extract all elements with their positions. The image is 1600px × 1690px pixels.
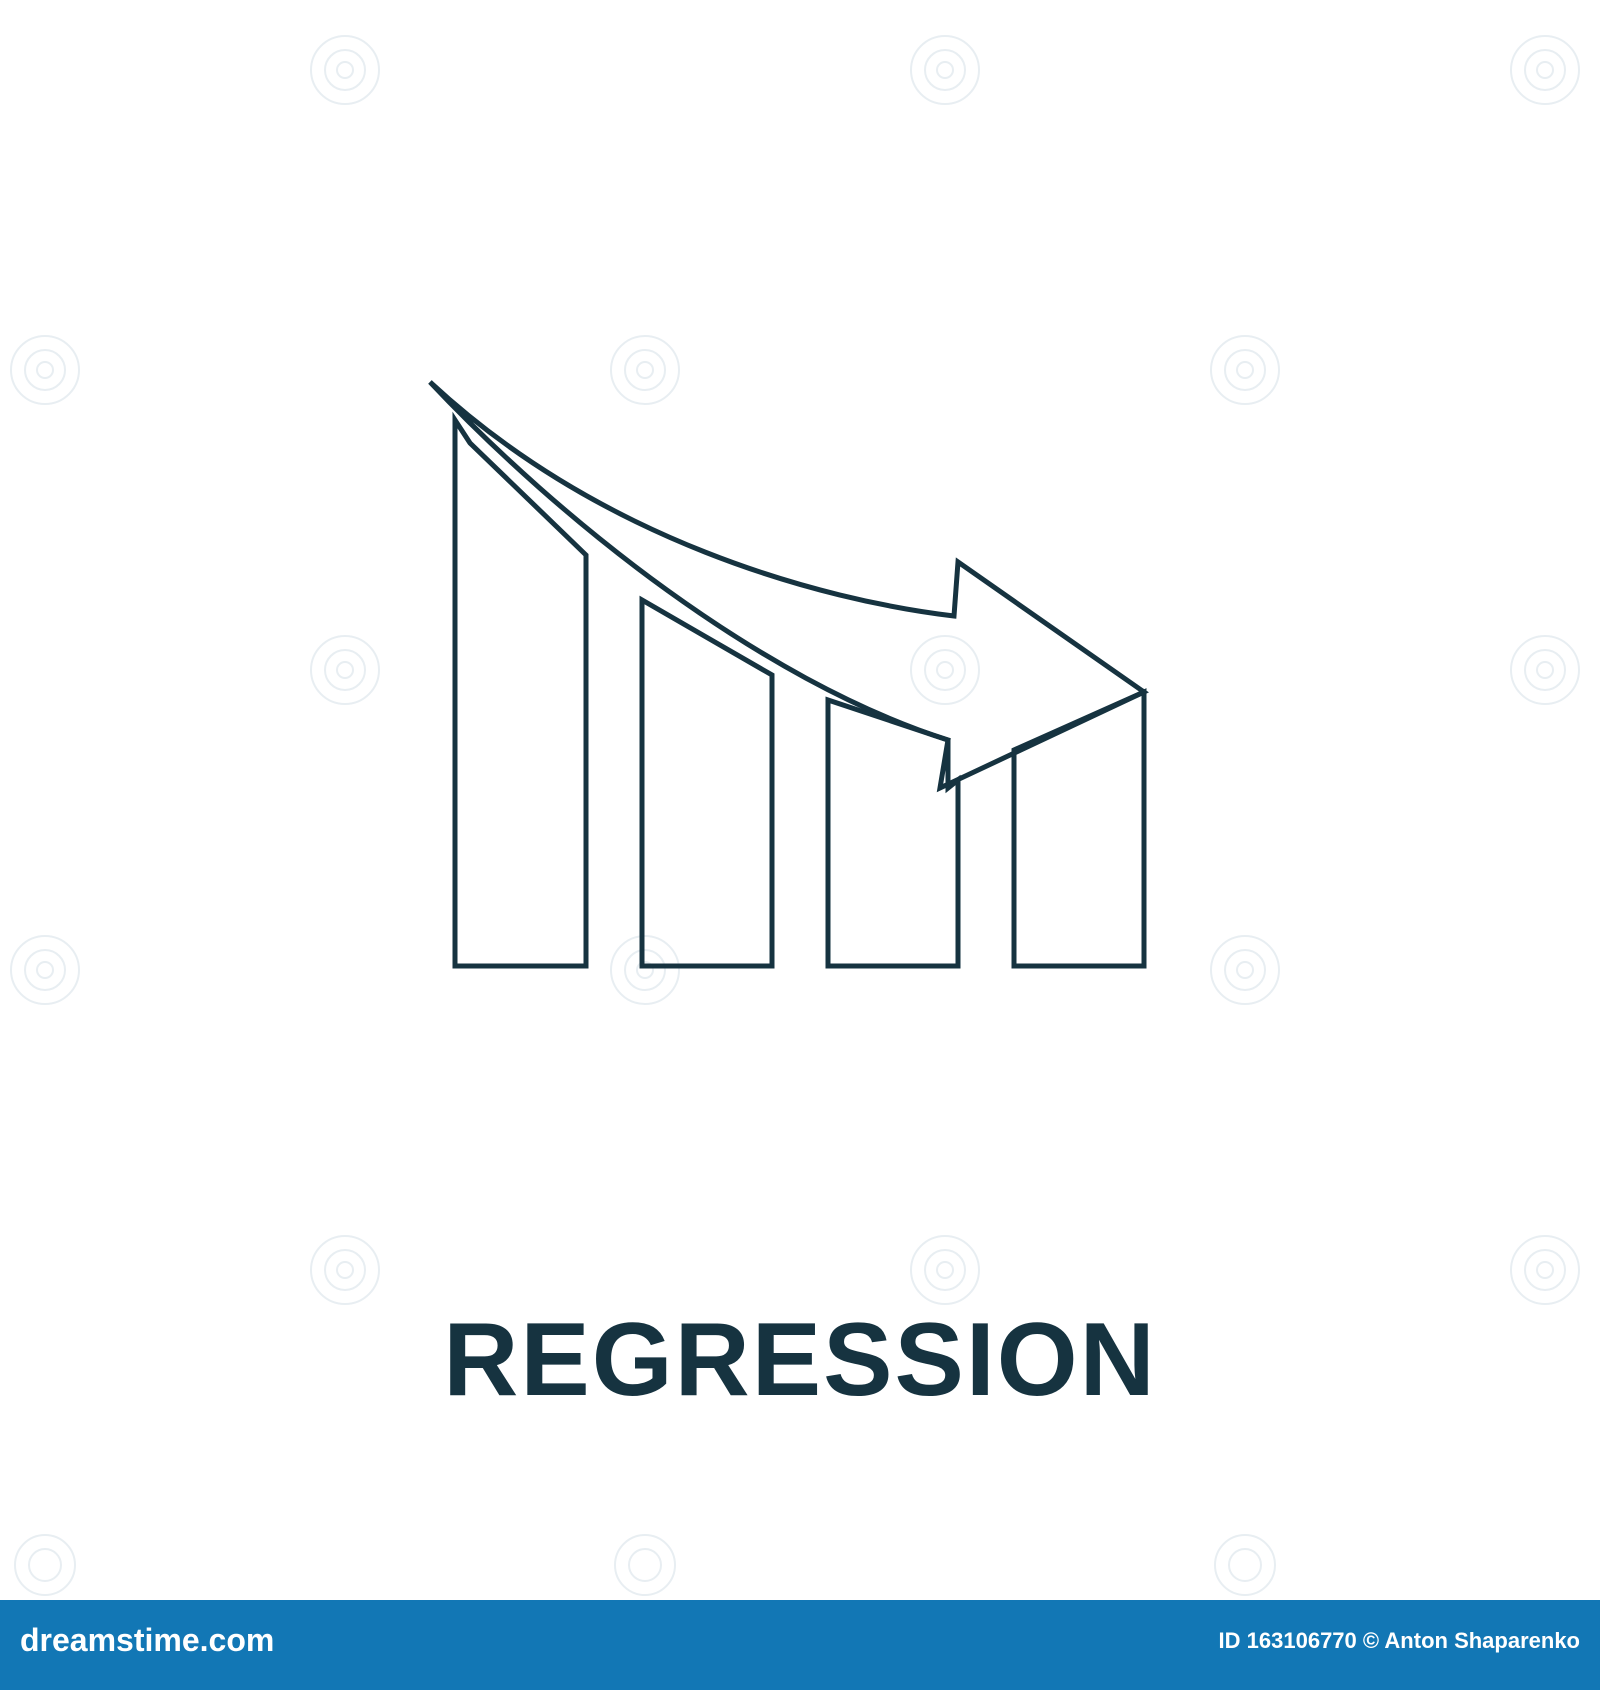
bar-3-outline bbox=[825, 696, 961, 969]
bar-4-outline bbox=[1011, 688, 1147, 969]
author-name: Anton Shaparenko bbox=[1384, 1628, 1580, 1653]
image-credit: ID 163106770 © Anton Shaparenko bbox=[1219, 1628, 1580, 1654]
trend-arrow-outline bbox=[428, 380, 1149, 793]
copyright-symbol: © bbox=[1362, 1628, 1380, 1653]
bar-1-outline bbox=[452, 411, 589, 969]
id-label: ID bbox=[1218, 1628, 1241, 1653]
declining-bar-chart-with-arrow-icon bbox=[428, 380, 1149, 969]
icon-caption: REGRESSION bbox=[443, 1302, 1157, 1418]
footer-bar: dreamstime.com ID 163106770 © Anton Shap… bbox=[0, 1600, 1600, 1690]
bar-2-outline bbox=[639, 595, 775, 969]
site-logo: dreamstime.com bbox=[20, 1622, 275, 1658]
image-id: 163106770 bbox=[1246, 1628, 1357, 1653]
